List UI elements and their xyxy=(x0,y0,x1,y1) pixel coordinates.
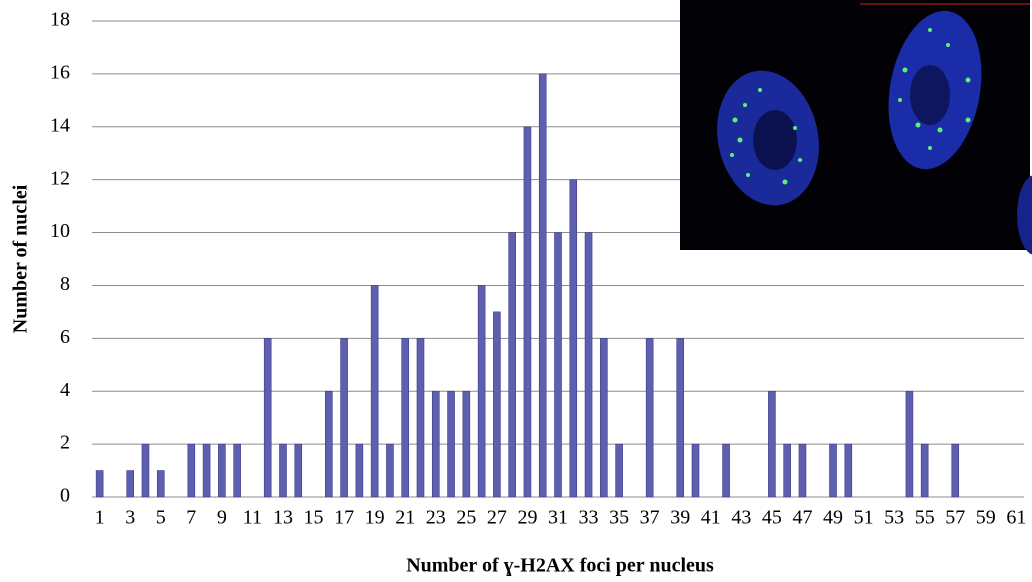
nucleus xyxy=(1017,175,1032,255)
bar xyxy=(905,390,914,498)
bar xyxy=(156,470,165,498)
bar xyxy=(294,443,303,498)
x-tick-label: 45 xyxy=(762,507,782,529)
x-tick-label: 29 xyxy=(517,507,537,529)
x-tick-label: 57 xyxy=(945,507,965,529)
bar xyxy=(920,443,929,498)
y-tick-label: 14 xyxy=(50,114,70,136)
x-tick-label: 53 xyxy=(884,507,904,529)
bar xyxy=(141,443,150,498)
x-tick-label: 13 xyxy=(273,507,293,529)
bar xyxy=(462,390,471,498)
y-tick-label: 6 xyxy=(60,326,70,348)
x-tick-label: 21 xyxy=(395,507,415,529)
bar xyxy=(493,311,501,498)
x-tick-label: 35 xyxy=(609,507,629,529)
bar xyxy=(263,338,272,498)
y-tick-label: 4 xyxy=(60,379,70,401)
x-tick-label: 19 xyxy=(365,507,385,529)
x-tick-label: 37 xyxy=(640,507,660,529)
x-tick-label: 1 xyxy=(95,507,105,529)
bar xyxy=(829,443,837,498)
microscopy-inset xyxy=(680,0,1032,255)
y-tick-label: 10 xyxy=(50,220,70,242)
x-axis-title: Number of ɣ-H2AX foci per nucleus xyxy=(406,555,714,577)
x-tick-label: 47 xyxy=(792,507,812,529)
bar xyxy=(187,443,196,498)
x-tick-label: 51 xyxy=(854,507,874,529)
bar xyxy=(95,470,104,498)
x-tick-label: 55 xyxy=(915,507,935,529)
bar xyxy=(218,443,226,498)
bar xyxy=(202,443,211,498)
nucleolus xyxy=(910,65,950,125)
bar xyxy=(416,338,425,498)
x-tick-label: 15 xyxy=(304,507,324,529)
bar xyxy=(325,390,333,498)
y-tick-label: 2 xyxy=(60,432,70,454)
x-tick-label: 11 xyxy=(243,507,262,529)
y-tick-label: 18 xyxy=(50,9,70,31)
bar xyxy=(615,443,623,498)
bar xyxy=(676,338,685,498)
x-tick-label: 7 xyxy=(186,507,196,529)
x-tick-label: 39 xyxy=(670,507,690,529)
bar xyxy=(279,443,287,498)
bar xyxy=(538,73,547,498)
bar xyxy=(569,179,578,498)
bar xyxy=(951,443,960,498)
bar xyxy=(447,390,455,498)
x-tick-label: 59 xyxy=(976,507,996,529)
bar xyxy=(431,390,440,498)
bar xyxy=(600,338,608,498)
bar xyxy=(783,443,791,498)
bar xyxy=(508,232,516,498)
bar xyxy=(340,338,348,498)
bar xyxy=(722,443,730,498)
bar xyxy=(401,338,410,498)
bar xyxy=(691,443,700,498)
bar xyxy=(477,285,486,498)
x-tick-label: 17 xyxy=(334,507,354,529)
bar xyxy=(126,470,134,498)
x-tick-label: 23 xyxy=(426,507,446,529)
x-tick-label: 31 xyxy=(548,507,568,529)
y-tick-label: 12 xyxy=(50,167,70,189)
y-tick-label: 8 xyxy=(60,273,70,295)
x-tick-label: 49 xyxy=(823,507,843,529)
bar xyxy=(370,285,379,498)
x-tick-label: 43 xyxy=(731,507,751,529)
foci xyxy=(730,28,971,185)
bar xyxy=(554,232,562,498)
bar xyxy=(233,443,241,498)
nucleolus xyxy=(753,110,797,170)
x-tick-label: 61 xyxy=(1006,507,1026,529)
y-tick-label: 0 xyxy=(60,485,70,507)
bar xyxy=(798,443,807,498)
x-tick-label: 27 xyxy=(487,507,507,529)
bar xyxy=(844,443,853,498)
bar xyxy=(355,443,364,498)
x-tick-label: 5 xyxy=(156,507,166,529)
x-tick-label: 25 xyxy=(456,507,476,529)
bar xyxy=(645,338,654,498)
x-tick-label: 33 xyxy=(579,507,599,529)
bar xyxy=(768,390,776,498)
x-tick-label: 41 xyxy=(701,507,721,529)
y-axis-title: Number of nuclei xyxy=(10,184,32,333)
x-tick-label: 9 xyxy=(217,507,227,529)
x-tick-label: 3 xyxy=(125,507,135,529)
bar xyxy=(386,443,394,498)
bar xyxy=(523,126,532,498)
y-tick-label: 16 xyxy=(50,61,70,83)
bar xyxy=(584,232,593,498)
